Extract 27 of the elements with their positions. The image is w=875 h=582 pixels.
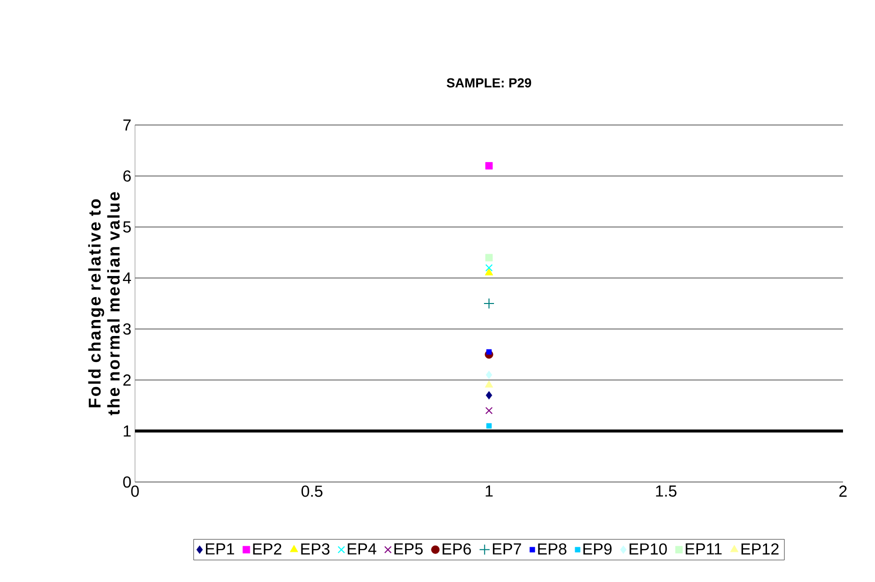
legend-label: EP3 xyxy=(301,543,330,555)
legend-label: EP1 xyxy=(206,543,234,554)
y-tick-label: 4 xyxy=(122,272,131,284)
x-tick-label: 2 xyxy=(839,486,847,497)
legend-label: EP12 xyxy=(742,543,779,554)
legend-label: EP10 xyxy=(630,543,667,555)
legend-label: EP4 xyxy=(348,543,376,554)
y-tick-label: 2 xyxy=(123,374,131,386)
y-tick-label: 5 xyxy=(123,221,131,233)
x-tick-label: 0.5 xyxy=(302,486,322,497)
y-tick-label: 0 xyxy=(123,476,131,488)
legend-label: EP7 xyxy=(492,543,522,554)
y-tick-label: 3 xyxy=(123,323,131,335)
legend-label: EP6 xyxy=(442,543,471,555)
legend-label: EP9 xyxy=(583,543,612,555)
legend-label: EP2 xyxy=(253,543,282,554)
legend-label: EP11 xyxy=(686,543,722,554)
y-tick-label: 1 xyxy=(124,425,131,437)
y-tick-label: 7 xyxy=(123,119,131,131)
y-axis-title: Fold change relative to the normal median value xyxy=(88,192,120,416)
x-tick-label: 0 xyxy=(131,486,139,497)
y-tick-label: 6 xyxy=(123,170,131,182)
legend-label: EP8 xyxy=(538,543,566,555)
x-tick-label: 1 xyxy=(486,486,493,497)
x-tick-label: 1.5 xyxy=(656,486,676,497)
chart-title: SAMPLE: P29 xyxy=(446,78,532,88)
legend-label: EP5 xyxy=(394,543,423,555)
